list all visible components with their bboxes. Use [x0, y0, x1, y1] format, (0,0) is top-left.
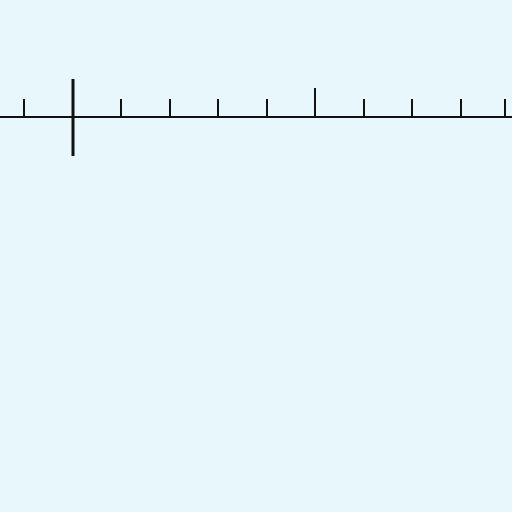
- distance-scale-bar: [0, 79, 512, 156]
